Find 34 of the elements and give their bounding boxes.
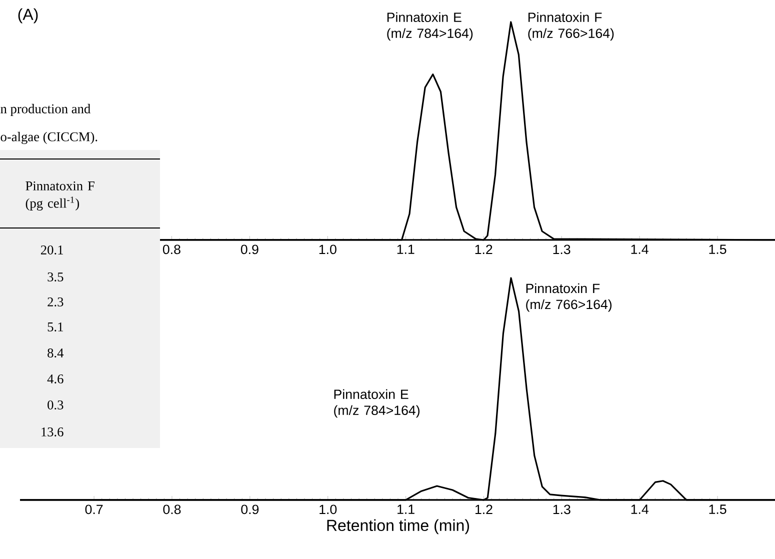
x-tick-label: 1.5: [709, 504, 726, 514]
x-tick-label: 1.2: [475, 504, 492, 514]
x-tick-label: 1.0: [319, 244, 336, 254]
x-tick-label: 0.9: [240, 244, 258, 254]
annotation: 0.3: [48, 400, 64, 410]
annotation: 8.4: [48, 348, 64, 358]
x-tick-label: 0.9: [241, 504, 259, 514]
text: (A): [18, 8, 38, 24]
x-tick-label: 1.5: [709, 244, 726, 254]
text: o-algae (CICCM).: [0, 132, 98, 144]
annotation: 13.6: [42, 427, 64, 436]
x-tick-label: 1.1: [398, 504, 414, 514]
x-axis-title: Retention time (min): [327, 519, 469, 534]
x-tick-label: 1.4: [631, 504, 648, 514]
x-tick-label: 1.1: [397, 244, 414, 254]
x-tick-label: 1.4: [631, 244, 648, 254]
text: Pinnatoxin F (pg cell$^{-1}$): [26, 181, 94, 211]
x-tick-label: 0.8: [163, 504, 181, 514]
annotation: 2.3: [48, 297, 64, 306]
x-tick-label: 1.2: [475, 244, 492, 254]
annotation: 4.6: [47, 374, 64, 384]
x-tick-label: 1.3: [553, 244, 570, 254]
x-tick-label: 0.7: [85, 504, 103, 514]
text: n production and: [0, 104, 90, 116]
annotation: Pinnatoxin F (m/z 766>164): [528, 12, 614, 41]
annotation: 3.5: [48, 272, 64, 282]
x-tick-label: 0.8: [162, 244, 180, 254]
text: 20.1: [40, 245, 63, 255]
annotation: Pinnatoxin E (m/z 784>164): [334, 389, 420, 418]
annotation: 5.1: [48, 322, 63, 332]
annotation: Pinnatoxin F (m/z 766>164): [526, 283, 612, 312]
x-tick-label: 1.3: [553, 504, 570, 514]
annotation: Pinnatoxin E (m/z 784>164): [387, 12, 473, 41]
x-tick-label: 1.0: [320, 504, 337, 514]
